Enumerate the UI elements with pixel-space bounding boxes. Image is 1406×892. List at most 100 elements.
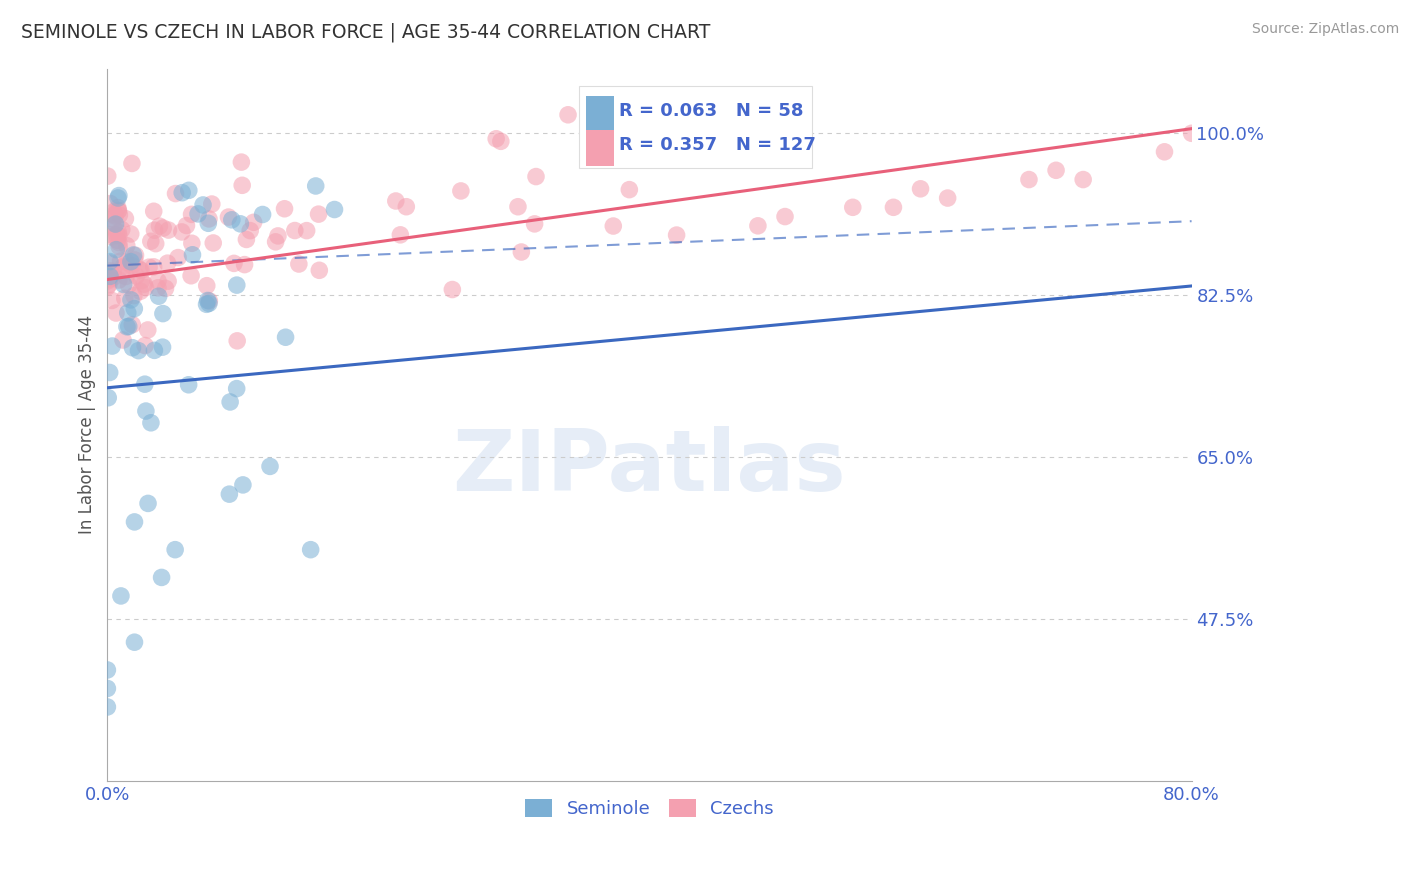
Point (97, 391, 120, 405)
Point (136, 496, 159, 510)
Point (936, 191, 959, 205)
Point (100, 229, 122, 244)
Point (229, 217, 252, 231)
Point (107, 203, 129, 218)
Point (747, 219, 769, 233)
Point (146, 281, 169, 295)
Point (115, 255, 138, 269)
Point (98, 272, 121, 286)
Point (98, 196, 121, 211)
Point (1045, 163, 1067, 178)
Point (107, 201, 129, 215)
Point (117, 278, 139, 293)
Point (235, 232, 257, 246)
Point (177, 377, 200, 392)
Point (107, 191, 129, 205)
Point (284, 223, 307, 237)
Point (225, 278, 247, 293)
Point (111, 222, 134, 236)
Point (114, 291, 136, 305)
Point (308, 263, 330, 277)
Point (172, 186, 194, 200)
Point (150, 570, 173, 584)
Point (267, 228, 290, 243)
Point (165, 186, 187, 201)
Point (202, 235, 225, 250)
Point (124, 301, 146, 316)
Point (842, 200, 865, 214)
Point (157, 223, 180, 237)
FancyBboxPatch shape (585, 130, 613, 167)
Point (221, 212, 243, 227)
Point (218, 487, 240, 501)
Point (198, 211, 221, 226)
Legend: Seminole, Czechs: Seminole, Czechs (517, 791, 780, 825)
Point (97, 169, 120, 183)
Point (1071, 172, 1094, 186)
Point (100, 269, 122, 284)
Point (105, 243, 128, 257)
Point (142, 204, 165, 219)
Point (187, 207, 209, 221)
Point (195, 297, 218, 311)
Point (121, 318, 143, 332)
Point (127, 343, 149, 358)
Point (122, 288, 145, 302)
Point (98, 366, 121, 380)
Point (110, 254, 132, 268)
Point (135, 404, 157, 418)
Point (665, 228, 688, 243)
Point (129, 285, 152, 299)
Point (308, 207, 330, 221)
Point (264, 235, 287, 249)
Point (882, 200, 904, 214)
Point (115, 269, 138, 284)
Point (152, 340, 174, 354)
Point (231, 155, 253, 169)
Point (506, 200, 529, 214)
Point (103, 270, 125, 285)
Point (197, 216, 219, 230)
Point (105, 227, 128, 242)
Point (143, 343, 166, 358)
Point (101, 293, 124, 308)
Point (108, 239, 131, 253)
Point (274, 330, 297, 344)
Point (97, 274, 120, 288)
Point (177, 183, 200, 197)
Point (112, 333, 135, 347)
Point (1153, 145, 1175, 159)
Point (96, 663, 118, 677)
Text: SEMINOLE VS CZECH IN LABOR FORCE | AGE 35-44 CORRELATION CHART: SEMINOLE VS CZECH IN LABOR FORCE | AGE 3… (21, 22, 710, 42)
Point (138, 260, 160, 274)
Point (180, 207, 202, 221)
Point (108, 188, 131, 202)
Point (219, 395, 242, 409)
Point (252, 207, 274, 221)
Point (105, 233, 128, 247)
Point (115, 319, 138, 334)
Point (619, 183, 641, 197)
Point (143, 223, 166, 237)
Point (103, 265, 125, 279)
Point (112, 259, 135, 273)
Point (148, 289, 170, 303)
Point (198, 296, 221, 310)
Point (259, 459, 281, 474)
Point (524, 169, 547, 184)
Point (96, 681, 118, 696)
Point (96, 280, 118, 294)
Point (191, 198, 214, 212)
Point (98, 269, 121, 284)
Point (121, 259, 143, 273)
Point (134, 277, 156, 292)
Point (170, 225, 193, 239)
Point (136, 323, 159, 337)
Point (103, 221, 125, 235)
Point (242, 215, 264, 229)
Point (124, 515, 146, 529)
Point (142, 260, 165, 274)
Point (1181, 126, 1204, 140)
Point (125, 268, 148, 283)
Point (557, 108, 579, 122)
